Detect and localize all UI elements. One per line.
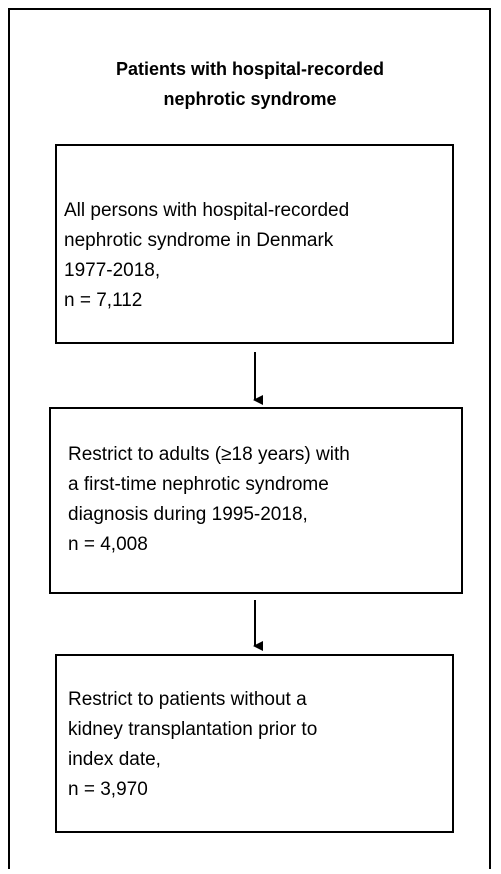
step-box	[55, 144, 454, 344]
step-box	[55, 654, 454, 833]
step-text: index date,	[68, 749, 161, 770]
step-text: nephrotic syndrome in Denmark	[64, 230, 334, 251]
step-text: n = 4,008	[68, 534, 148, 555]
title-line: Patients with hospital-recorded	[116, 59, 384, 79]
step-text: All persons with hospital-recorded	[64, 200, 349, 221]
step-text: n = 3,970	[68, 779, 148, 800]
outer-frame	[8, 8, 491, 869]
step-text: Restrict to adults (≥18 years) with	[68, 444, 350, 465]
step-text: Restrict to patients without a	[68, 689, 307, 710]
step-text: n = 7,112	[64, 290, 142, 311]
title-line: nephrotic syndrome	[163, 89, 336, 109]
step-text: 1977-2018,	[64, 260, 160, 281]
step-text: kidney transplantation prior to	[68, 719, 317, 740]
step-box	[49, 407, 463, 594]
step-text: a first-time nephrotic syndrome	[68, 474, 329, 495]
step-text: diagnosis during 1995-2018,	[68, 504, 308, 525]
